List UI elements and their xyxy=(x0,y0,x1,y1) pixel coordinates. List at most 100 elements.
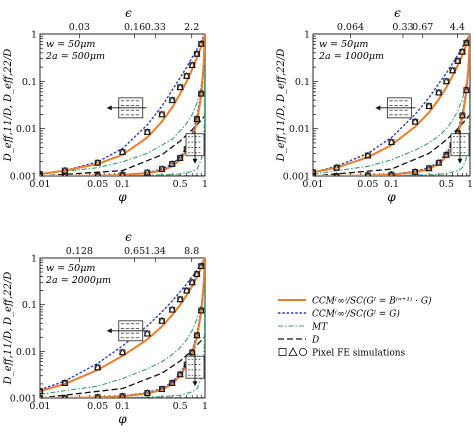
fe-circle-marker xyxy=(194,271,200,277)
fe-circle-marker xyxy=(94,394,101,398)
fe-triangle-marker xyxy=(388,170,395,176)
legend-triangle-icon xyxy=(288,347,298,356)
curve-group xyxy=(313,34,470,176)
fe-circle-marker xyxy=(177,155,183,161)
fe-circle-marker xyxy=(313,173,316,176)
fe-circle-marker xyxy=(388,171,395,176)
flow-direction-insets xyxy=(375,97,470,164)
fe-circle-marker xyxy=(436,160,442,166)
x-tick-label: 0.01 xyxy=(302,179,323,190)
x-axis-label: φ xyxy=(387,190,396,204)
series-mt-d11 xyxy=(40,258,205,395)
fe-circle-marker xyxy=(119,172,126,176)
fe-triangle-marker xyxy=(62,172,67,176)
fe-circle-marker xyxy=(463,87,470,93)
fe-triangle-marker xyxy=(119,392,126,398)
fe-circle-marker xyxy=(169,97,175,103)
arrow-head-icon xyxy=(106,328,112,334)
x-tick-label: 0.1 xyxy=(115,401,130,412)
fe-triangle-marker xyxy=(40,387,44,394)
top-tick-label: 1.34 xyxy=(145,246,166,257)
fe-circle-marker xyxy=(443,152,450,158)
series-mt-d22 xyxy=(313,34,470,176)
legend-label-D: D xyxy=(311,336,319,346)
fe-circle-marker xyxy=(144,169,151,176)
fe-circle-marker xyxy=(177,371,183,378)
fe-circle-marker xyxy=(189,349,195,356)
panel-annotation: w = 50μm xyxy=(319,39,368,50)
fe-circle-marker xyxy=(119,149,126,155)
fe-circle-marker xyxy=(177,84,183,90)
fe-circle-marker xyxy=(169,306,175,313)
x-tick-label: 1 xyxy=(467,179,473,190)
series-ccm_g-d11 xyxy=(313,34,470,173)
y-tick-label: 0.1 xyxy=(22,77,37,88)
fe-circle-marker xyxy=(169,161,175,167)
x-axis-label: φ xyxy=(118,190,127,204)
fe-circle-marker xyxy=(183,73,190,79)
fe-circle-marker xyxy=(463,40,470,46)
x-tick-label: 0.05 xyxy=(87,179,108,190)
fe-circle-marker xyxy=(169,380,175,386)
flow-direction-insets xyxy=(106,320,205,387)
y-tick-label: 1 xyxy=(304,30,310,41)
fe-circle-marker xyxy=(159,318,165,324)
fe-circle-marker xyxy=(412,169,418,175)
series-D-d11 xyxy=(40,335,205,398)
fe-circle-marker xyxy=(443,78,450,85)
fe-circle-marker xyxy=(189,279,195,286)
fe-circle-marker xyxy=(94,160,101,166)
fe-circle-marker xyxy=(177,296,183,303)
top-tick-label: 0.65 xyxy=(124,246,145,257)
top-tick-label: 0.33 xyxy=(392,22,413,33)
fe-circle-marker xyxy=(459,112,466,119)
series-ccm_b-d22 xyxy=(313,34,470,176)
fe-circle-marker xyxy=(159,111,165,118)
y-tick-label: 0.01 xyxy=(289,124,310,135)
series-mt-d22 xyxy=(40,258,205,398)
x-tick-label: 1 xyxy=(202,401,208,412)
arrow-head-icon xyxy=(192,158,198,164)
fe-circle-marker xyxy=(119,393,126,398)
fe-circle-marker xyxy=(194,51,200,57)
x-tick-label: 0.01 xyxy=(29,401,50,412)
fe-circle-marker xyxy=(436,89,442,96)
fe-circle-marker xyxy=(455,58,461,64)
fe-circle-marker xyxy=(189,62,195,68)
x-tick-label: 0.1 xyxy=(384,179,399,190)
y-tick-label: 1 xyxy=(31,254,37,265)
legend-circle-icon xyxy=(298,347,307,356)
series-ccm_b-d11 xyxy=(313,34,470,174)
y-axis-label: D_eff,11/D, D_eff,22/D xyxy=(3,272,14,386)
y-axis-label: D_eff,11/D, D_eff,22/D xyxy=(3,49,14,163)
legend-label-ccm_g: CCM⁽∞⁾/SC(Gᴵ = G) xyxy=(312,309,400,320)
arrow-head-icon xyxy=(457,158,463,164)
fe-circle-marker xyxy=(426,165,432,172)
arrow-head-icon xyxy=(106,105,112,111)
fe-circle-marker xyxy=(40,388,43,394)
top-tick-label: 0.03 xyxy=(69,22,90,33)
top-tick-label: 0.16 xyxy=(124,22,145,33)
fe-triangle-marker xyxy=(313,168,317,175)
fe-circle-marker xyxy=(94,172,101,176)
fe-triangle-marker xyxy=(40,172,43,176)
legend-label-mt: MT xyxy=(311,323,328,333)
panel-annotation: w = 50μm xyxy=(46,39,95,50)
fe-circle-marker xyxy=(412,118,418,125)
fe-triangle-marker xyxy=(95,393,101,398)
fe-circle-marker xyxy=(144,390,151,396)
top-axis-label: ϵ xyxy=(394,6,401,20)
y-tick-label: 0.1 xyxy=(22,300,37,311)
panel-annotation: w = 50μm xyxy=(46,263,95,274)
fe-circle-marker xyxy=(426,103,432,109)
fe-triangle-marker xyxy=(62,394,67,398)
y-tick-label: 0.01 xyxy=(16,124,37,135)
top-axis-label: ϵ xyxy=(125,230,132,244)
y-tick-label: 1 xyxy=(31,30,37,41)
fe-triangle-marker xyxy=(119,170,126,176)
fe-triangle-marker xyxy=(313,172,316,176)
y-tick-label: 0.001 xyxy=(10,172,37,183)
